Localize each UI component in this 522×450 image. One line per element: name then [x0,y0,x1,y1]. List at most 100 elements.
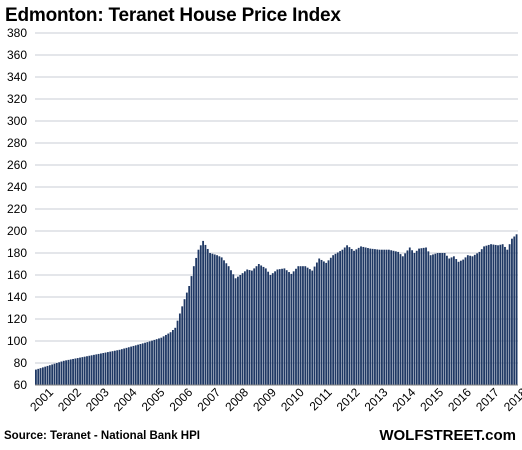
bar [339,251,342,385]
bar [123,348,126,385]
bar [35,369,37,385]
bar [497,245,499,385]
bar [425,247,427,385]
bar [209,253,211,385]
bar [487,244,490,385]
bar [88,355,91,385]
bar [181,306,184,385]
bar [455,259,458,385]
bar [81,357,84,385]
y-axis-ticks: 60 80 100 120 140 160 180 200 220 240 260 280 300 320… [7,26,27,392]
bar [116,350,119,385]
bar [41,367,44,385]
bar [67,359,70,385]
bar [197,249,200,385]
bar-series [35,234,518,386]
bar [383,249,386,385]
bar [192,266,195,385]
x-tick-label: 2012 [334,385,363,414]
bar [104,352,107,385]
bar [299,266,302,385]
x-tick-label: 2016 [445,385,474,414]
bar [132,345,135,385]
bar [422,247,425,385]
bar [348,247,351,385]
bar [313,266,316,385]
bar [232,274,235,385]
bar [394,251,397,385]
bar [118,349,121,385]
bar [134,345,137,385]
bar [183,299,186,385]
bar [374,249,376,385]
bar [97,353,100,385]
bar [320,259,323,385]
bar [415,250,418,385]
bar [471,256,474,385]
y-tick-label: 160 [7,268,27,282]
bar [420,248,423,385]
bar [211,253,214,385]
bar [190,276,193,385]
x-tick-label: 2015 [417,385,446,414]
bar [283,268,286,385]
bar [362,246,365,385]
bar [401,256,404,385]
bar [62,360,65,385]
x-tick-label: 2018 [501,385,522,414]
bar [60,361,63,385]
bar [264,268,267,385]
bar [390,250,393,385]
bar [443,253,446,385]
bar [385,249,388,385]
bar [478,251,481,385]
bar [65,360,68,385]
bar [37,368,40,385]
bar [174,327,177,385]
bar [176,320,179,385]
bar [302,266,304,385]
bar [504,246,506,385]
x-tick-label: 2002 [55,385,84,414]
bar [418,248,420,385]
bar [74,358,77,385]
y-tick-label: 100 [7,334,27,348]
chart-title: Edmonton: Teranet House Price Index [5,5,341,26]
bar [216,255,218,385]
bar [404,253,407,385]
bar [381,249,383,385]
bar [297,266,300,385]
bar [406,250,409,385]
bar [508,244,511,385]
bar [237,276,239,385]
bar [213,254,216,385]
bar [55,363,58,385]
bar [469,255,472,385]
bar [151,340,153,385]
bar [58,362,61,385]
y-tick-label: 340 [7,70,27,84]
bar [148,341,151,385]
bar [130,346,133,385]
bar [306,267,309,385]
bar [357,247,360,385]
bar [367,248,369,385]
y-tick-label: 320 [7,92,27,106]
bar [295,268,297,385]
y-tick-label: 240 [7,180,27,194]
bar [278,269,281,385]
bar [83,356,86,385]
x-tick-label: 2006 [167,385,196,414]
bar [95,354,98,385]
bar [281,268,283,385]
bar [51,364,54,385]
bar [515,234,518,385]
bar [448,258,451,385]
bar [206,248,209,385]
bar [411,250,413,385]
bar [427,251,430,385]
bar [334,253,337,385]
bar [227,266,230,385]
bar [90,355,93,385]
bar [223,260,225,385]
